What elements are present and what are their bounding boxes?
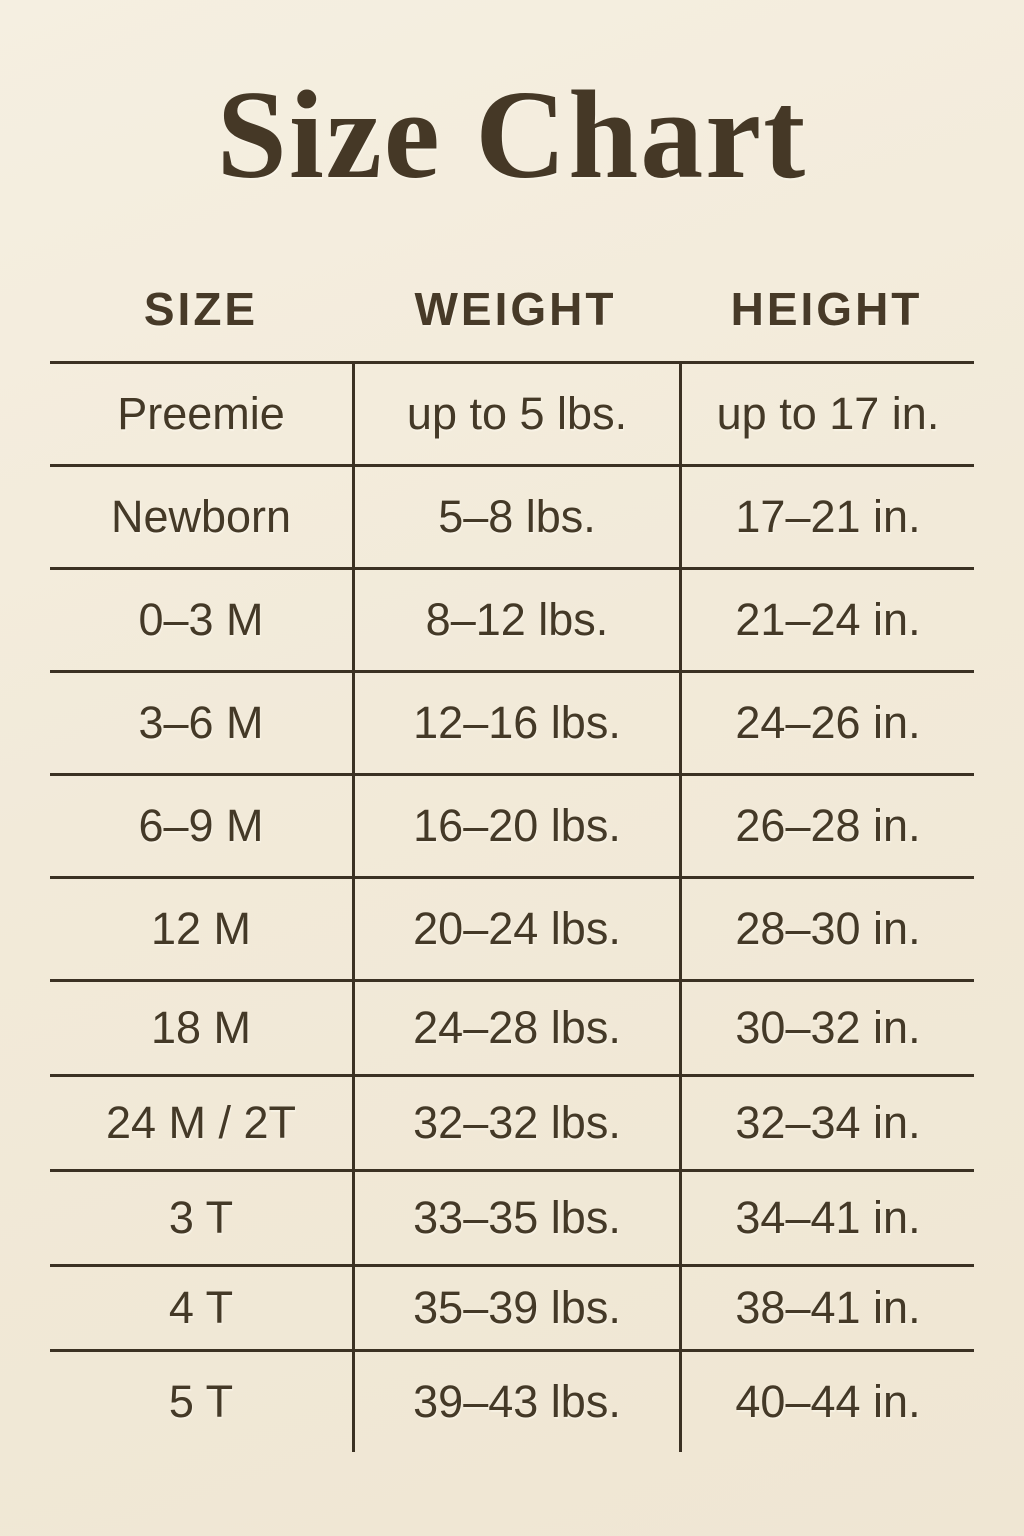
cell-height: 32–34 in. [679,1077,974,1170]
cell-size: 5 T [168,1376,234,1428]
cell-weight: 16–20 lbs. [352,776,679,877]
table-row-3t: 3 T 33–35 lbs. 34–41 in. [50,1169,974,1265]
cell-height: up to 17 in. [679,364,974,465]
table-row-preemie: Preemie up to 5 lbs. up to 17 in. [50,361,974,465]
cell-height: 40–44 in. [679,1352,974,1453]
cell-height: 34–41 in. [679,1172,974,1265]
cell-size: 4 T [168,1282,234,1334]
cell-size: Newborn [110,491,292,543]
table-row-3-6m: 3–6 M 12–16 lbs. 24–26 in. [50,670,974,774]
cell-size: 12 M [150,903,252,955]
table-row-4t: 4 T 35–39 lbs. 38–41 in. [50,1264,974,1350]
cell-size: 0–3 M [138,594,264,646]
cell-weight: 20–24 lbs. [352,879,679,980]
cell-height: 38–41 in. [679,1267,974,1350]
table-row-18m: 18 M 24–28 lbs. 30–32 in. [50,979,974,1075]
cell-size: 3–6 M [138,697,264,749]
table-row-6-9m: 6–9 M 16–20 lbs. 26–28 in. [50,773,974,877]
header-cell-size: SIZE [143,283,259,336]
cell-height: 30–32 in. [679,982,974,1075]
cell-size: 18 M [150,1002,252,1054]
cell-weight: 39–43 lbs. [352,1352,679,1453]
cell-weight: 12–16 lbs. [352,673,679,774]
table-row-newborn: Newborn 5–8 lbs. 17–21 in. [50,464,974,568]
cell-height: 21–24 in. [679,570,974,671]
cell-size: 24 M / 2T [105,1097,297,1149]
header-cell-weight: WEIGHT [414,283,617,336]
cell-size: 6–9 M [138,800,264,852]
table-header-row: SIZE WEIGHT HEIGHT [50,257,974,361]
cell-weight: up to 5 lbs. [352,364,679,465]
header-cell-height: HEIGHT [730,283,923,336]
cell-size: Preemie [117,388,285,440]
cell-height: 24–26 in. [679,673,974,774]
cell-height: 28–30 in. [679,879,974,980]
cell-weight: 32–32 lbs. [352,1077,679,1170]
cell-weight: 5–8 lbs. [352,467,679,568]
cell-weight: 24–28 lbs. [352,982,679,1075]
size-table: SIZE WEIGHT HEIGHT Preemie up to 5 lbs. … [50,257,974,1453]
table-row-0-3m: 0–3 M 8–12 lbs. 21–24 in. [50,567,974,671]
table-row-5t: 5 T 39–43 lbs. 40–44 in. [50,1349,974,1453]
cell-weight: 35–39 lbs. [352,1267,679,1350]
cell-height: 17–21 in. [679,467,974,568]
table-row-12m: 12 M 20–24 lbs. 28–30 in. [50,876,974,980]
cell-height: 26–28 in. [679,776,974,877]
cell-weight: 8–12 lbs. [352,570,679,671]
cell-size: 3 T [168,1192,234,1244]
page-title: Size Chart [216,66,808,205]
cell-weight: 33–35 lbs. [352,1172,679,1265]
table-row-24m-2t: 24 M / 2T 32–32 lbs. 32–34 in. [50,1074,974,1170]
